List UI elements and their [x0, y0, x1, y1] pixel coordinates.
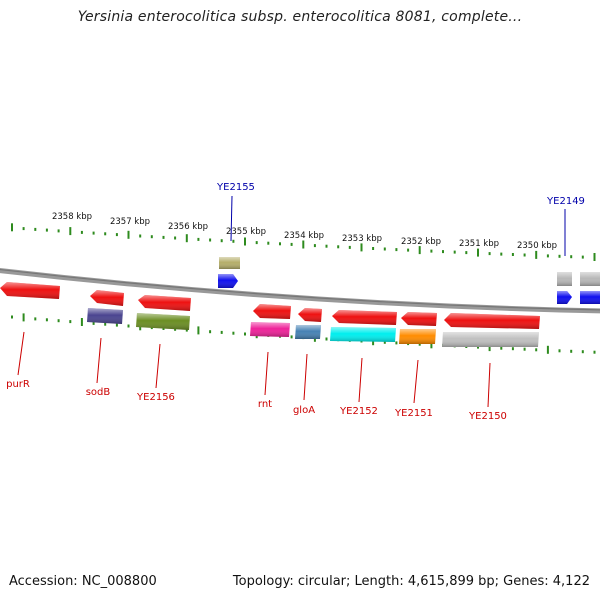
gene-YE2151[interactable]	[399, 312, 437, 344]
map-title: Yersinia enterocolitica subsp. enterocol…	[77, 9, 523, 25]
genome-backbone	[0, 268, 600, 314]
ruler-label: 2354 kbp	[284, 231, 324, 241]
leader-line	[487, 362, 491, 408]
gene-sodB[interactable]	[87, 290, 124, 324]
gene-YE2150[interactable]	[442, 313, 540, 347]
gene-YE2152[interactable]	[330, 310, 397, 342]
gene-YE2155[interactable]	[218, 257, 240, 288]
leader-line	[264, 351, 269, 396]
gene-label[interactable]: gloA	[293, 405, 315, 416]
leader-line	[230, 195, 233, 242]
gene-purR[interactable]	[0, 282, 60, 299]
gene-YE2149[interactable]	[557, 272, 600, 304]
accession-text: Accession: NC_008800	[9, 574, 157, 589]
ruler-label: 2356 kbp	[168, 222, 208, 232]
gene-label[interactable]: YE2156	[136, 392, 175, 403]
gene-label[interactable]: sodB	[86, 387, 111, 398]
leader-line	[358, 357, 363, 403]
gene-rnt[interactable]	[250, 304, 291, 337]
leader-line	[17, 331, 25, 376]
summary-text: Topology: circular; Length: 4,615,899 bp…	[232, 574, 590, 589]
gene-label[interactable]: YE2151	[394, 408, 433, 419]
leader-line	[413, 359, 419, 404]
leader-line	[96, 337, 102, 384]
leader-line	[155, 343, 161, 389]
ruler-label: 2357 kbp	[110, 217, 150, 227]
ruler-label: 2355 kbp	[226, 227, 266, 237]
gene-label[interactable]: rnt	[258, 399, 272, 410]
gene-label[interactable]: YE2152	[339, 406, 378, 417]
gene-label[interactable]: YE2149	[546, 196, 585, 207]
ruler-label: 2350 kbp	[517, 241, 557, 251]
gene-YE2156[interactable]	[136, 295, 191, 330]
ruler-label: 2353 kbp	[342, 234, 382, 244]
gene-label[interactable]: YE2155	[216, 182, 255, 193]
ruler-ticks-top	[11, 223, 596, 261]
ruler-label: 2352 kbp	[401, 237, 441, 247]
gene-gloA[interactable]	[295, 308, 322, 339]
gene-label[interactable]: YE2150	[468, 411, 507, 422]
ruler-label: 2358 kbp	[52, 212, 92, 222]
gene-label[interactable]: purR	[6, 379, 30, 390]
ruler-label: 2351 kbp	[459, 239, 499, 249]
leader-line	[303, 353, 308, 401]
